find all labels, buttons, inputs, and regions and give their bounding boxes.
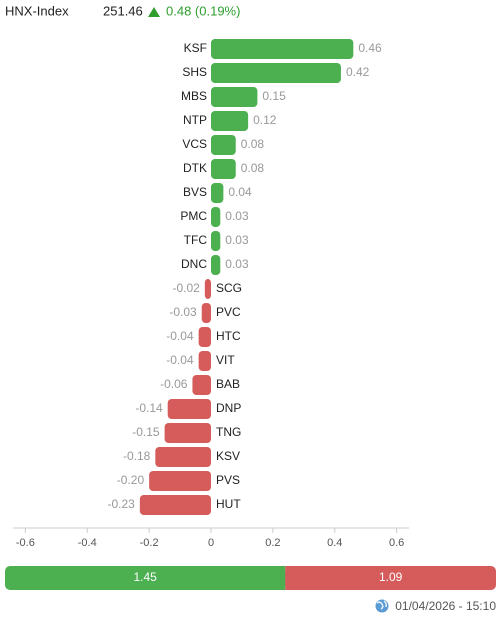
value-label: 0.08 [241, 161, 265, 175]
category-label: BVS [183, 185, 207, 199]
bar [198, 327, 211, 347]
bar [211, 111, 249, 131]
category-label: DTK [183, 161, 207, 175]
x-tick-label: -0.4 [78, 537, 97, 549]
category-label: PVC [216, 305, 241, 319]
bar-joint [280, 566, 286, 590]
declining-bar [285, 566, 496, 590]
category-label: KSV [216, 449, 240, 463]
index-name: HNX-Index [5, 3, 69, 18]
bar [211, 135, 236, 155]
category-label: TFC [184, 233, 208, 247]
category-label: BAB [216, 377, 240, 391]
category-label: PVS [216, 473, 240, 487]
value-label: -0.04 [166, 353, 194, 367]
bar [167, 399, 211, 419]
category-label: VCS [182, 137, 207, 151]
bar [211, 159, 236, 179]
category-label: TNG [216, 425, 241, 439]
category-label: DNC [181, 257, 207, 271]
index-value: 251.46 [103, 3, 143, 18]
bar [211, 39, 354, 59]
value-label: -0.06 [160, 377, 188, 391]
category-label: HTC [216, 329, 241, 343]
category-label: HUT [216, 497, 241, 511]
value-label: -0.04 [166, 329, 194, 343]
category-label: VIT [216, 353, 235, 367]
category-label: SCG [216, 281, 242, 295]
x-tick-label: 0.6 [389, 537, 404, 549]
value-label: -0.03 [169, 305, 197, 319]
up-arrow [148, 7, 160, 17]
index-change: 0.48 (0.19%) [166, 3, 240, 18]
x-tick-label: 0.2 [265, 537, 280, 549]
category-label: SHS [182, 65, 207, 79]
bar-joint [285, 566, 291, 590]
category-label: MBS [181, 89, 207, 103]
x-tick-label: 0.4 [327, 537, 342, 549]
x-tick-label: -0.2 [140, 537, 159, 549]
bar [211, 87, 258, 107]
value-label: -0.23 [107, 497, 135, 511]
advancing-bar [5, 566, 286, 590]
timestamp: 01/04/2026 - 15:10 [395, 599, 496, 613]
value-label: 0.03 [225, 209, 249, 223]
declining-label: 1.09 [379, 570, 403, 584]
x-tick-label: 0 [208, 537, 214, 549]
bar [211, 255, 221, 275]
bar [211, 231, 221, 251]
value-label: 0.46 [358, 41, 382, 55]
x-tick-label: -0.6 [16, 537, 35, 549]
value-label: -0.14 [135, 401, 163, 415]
bar [211, 207, 221, 227]
value-label: -0.20 [117, 473, 145, 487]
category-label: NTP [183, 113, 207, 127]
bar [211, 63, 341, 83]
bar [201, 303, 211, 323]
value-label: 0.03 [225, 257, 249, 271]
value-label: 0.42 [346, 65, 370, 79]
bar [139, 495, 211, 515]
value-label: 0.12 [253, 113, 277, 127]
category-label: DNP [216, 401, 241, 415]
bar [198, 351, 211, 371]
bar [149, 471, 211, 491]
bar [164, 423, 211, 443]
value-label: 0.08 [241, 137, 265, 151]
category-label: KSF [184, 41, 207, 55]
value-label: 0.15 [262, 89, 286, 103]
bar [204, 279, 211, 299]
bar [155, 447, 211, 467]
value-label: 0.04 [228, 185, 252, 199]
footer-icon [375, 599, 389, 613]
advancing-label: 1.45 [133, 570, 157, 584]
bar [211, 183, 224, 203]
bar [192, 375, 211, 395]
value-label: 0.03 [225, 233, 249, 247]
category-label: PMC [180, 209, 207, 223]
value-label: -0.15 [132, 425, 160, 439]
value-label: -0.02 [172, 281, 200, 295]
value-label: -0.18 [123, 449, 151, 463]
